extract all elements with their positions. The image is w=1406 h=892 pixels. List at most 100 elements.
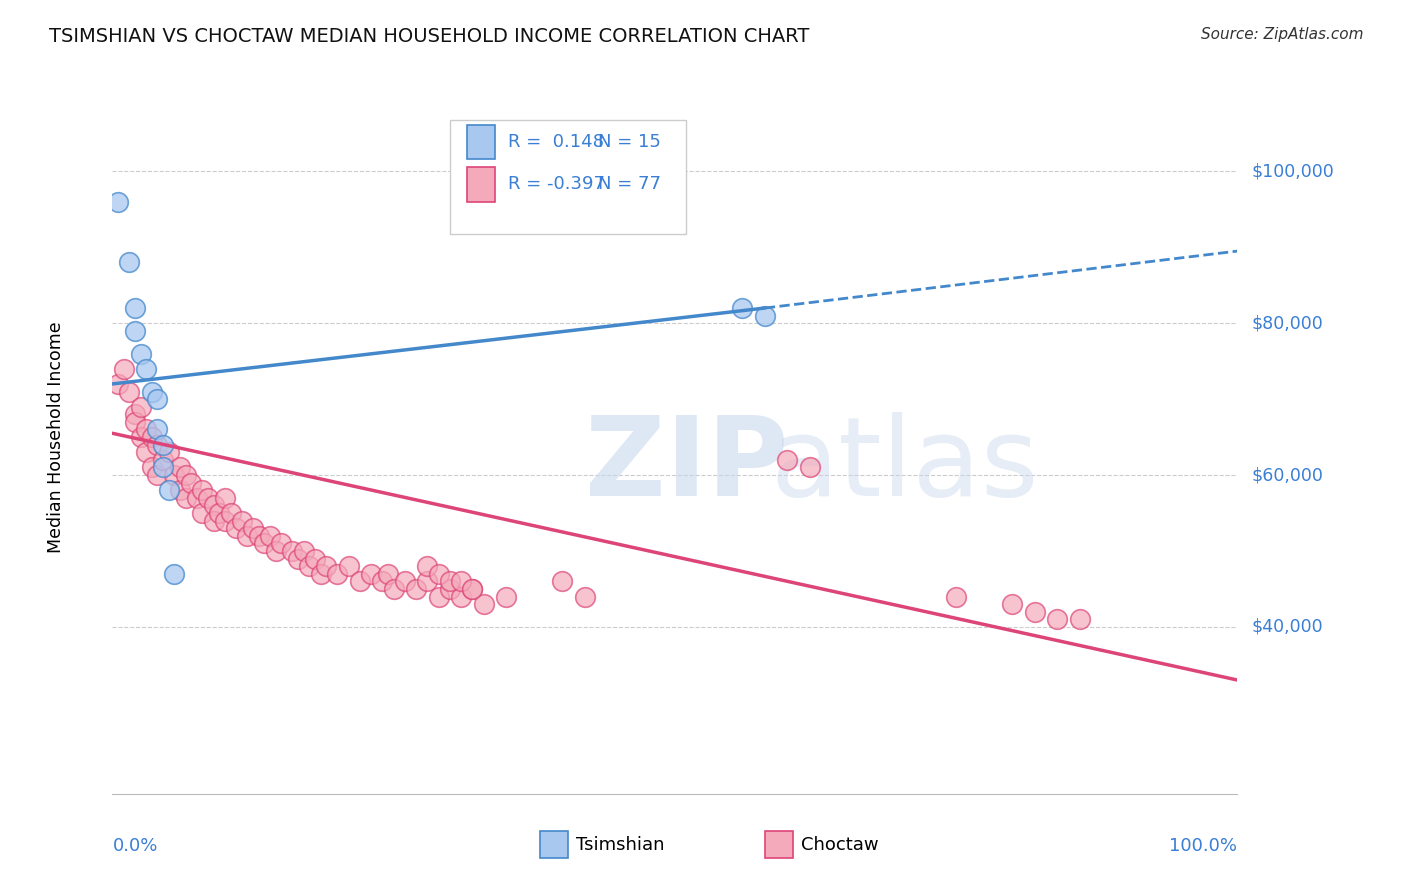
FancyBboxPatch shape: [467, 125, 495, 159]
Text: Source: ZipAtlas.com: Source: ZipAtlas.com: [1201, 27, 1364, 42]
Point: [495, 590, 517, 604]
Point: [427, 590, 450, 604]
Point: [214, 491, 236, 505]
Point: [574, 590, 596, 604]
Point: [124, 415, 146, 429]
Point: [180, 475, 202, 490]
Point: [1024, 605, 1046, 619]
Point: [287, 551, 309, 566]
Text: $40,000: $40,000: [1251, 618, 1323, 636]
Point: [377, 566, 399, 581]
Point: [124, 407, 146, 421]
Point: [1001, 597, 1024, 611]
Point: [112, 361, 135, 376]
Point: [124, 324, 146, 338]
Point: [394, 574, 416, 589]
Point: [129, 346, 152, 360]
Point: [264, 544, 287, 558]
Point: [292, 544, 315, 558]
Text: Tsimshian: Tsimshian: [576, 836, 665, 854]
Point: [1069, 612, 1091, 626]
Point: [146, 392, 169, 406]
Point: [225, 521, 247, 535]
Point: [551, 574, 574, 589]
Text: N = 77: N = 77: [599, 176, 661, 194]
Point: [135, 361, 157, 376]
Point: [1046, 612, 1069, 626]
Text: R =  0.148: R = 0.148: [509, 133, 605, 151]
Point: [315, 559, 337, 574]
Point: [231, 514, 253, 528]
Point: [174, 468, 197, 483]
Point: [163, 468, 186, 483]
Point: [349, 574, 371, 589]
Point: [186, 491, 208, 505]
Point: [776, 453, 799, 467]
Point: [253, 536, 276, 550]
Point: [326, 566, 349, 581]
Point: [146, 468, 169, 483]
Point: [129, 400, 152, 414]
Point: [169, 460, 191, 475]
Text: Median Household Income: Median Household Income: [48, 321, 65, 553]
Point: [236, 529, 259, 543]
Point: [304, 551, 326, 566]
Point: [416, 574, 439, 589]
Text: N = 15: N = 15: [599, 133, 661, 151]
Point: [163, 566, 186, 581]
Point: [169, 483, 191, 498]
Point: [191, 483, 214, 498]
Point: [754, 309, 776, 323]
Point: [152, 453, 174, 467]
FancyBboxPatch shape: [540, 831, 568, 858]
Point: [219, 506, 242, 520]
Point: [731, 301, 754, 315]
Point: [135, 422, 157, 436]
Point: [259, 529, 281, 543]
Point: [202, 514, 225, 528]
Point: [157, 445, 180, 459]
Point: [118, 384, 141, 399]
Point: [405, 582, 427, 596]
Point: [450, 590, 472, 604]
Text: 100.0%: 100.0%: [1170, 837, 1237, 855]
Point: [247, 529, 270, 543]
Point: [945, 590, 967, 604]
Point: [242, 521, 264, 535]
Point: [118, 255, 141, 269]
Point: [152, 460, 174, 475]
Text: 0.0%: 0.0%: [112, 837, 157, 855]
Point: [298, 559, 321, 574]
Point: [141, 430, 163, 444]
Point: [191, 506, 214, 520]
Point: [360, 566, 382, 581]
Text: $60,000: $60,000: [1251, 466, 1323, 484]
Point: [174, 491, 197, 505]
Point: [337, 559, 360, 574]
Point: [146, 438, 169, 452]
Text: $80,000: $80,000: [1251, 314, 1323, 332]
Point: [416, 559, 439, 574]
FancyBboxPatch shape: [765, 831, 793, 858]
Point: [141, 384, 163, 399]
Point: [202, 499, 225, 513]
Point: [439, 574, 461, 589]
Point: [214, 514, 236, 528]
Point: [107, 376, 129, 391]
FancyBboxPatch shape: [450, 120, 686, 234]
Point: [382, 582, 405, 596]
Text: Choctaw: Choctaw: [801, 836, 879, 854]
Text: R = -0.397: R = -0.397: [509, 176, 606, 194]
Point: [146, 422, 169, 436]
Point: [371, 574, 394, 589]
Point: [152, 438, 174, 452]
Point: [439, 582, 461, 596]
Text: TSIMSHIAN VS CHOCTAW MEDIAN HOUSEHOLD INCOME CORRELATION CHART: TSIMSHIAN VS CHOCTAW MEDIAN HOUSEHOLD IN…: [49, 27, 810, 45]
Point: [157, 483, 180, 498]
Point: [461, 582, 484, 596]
Point: [281, 544, 304, 558]
Point: [799, 460, 821, 475]
Point: [107, 194, 129, 209]
Point: [270, 536, 292, 550]
Point: [309, 566, 332, 581]
